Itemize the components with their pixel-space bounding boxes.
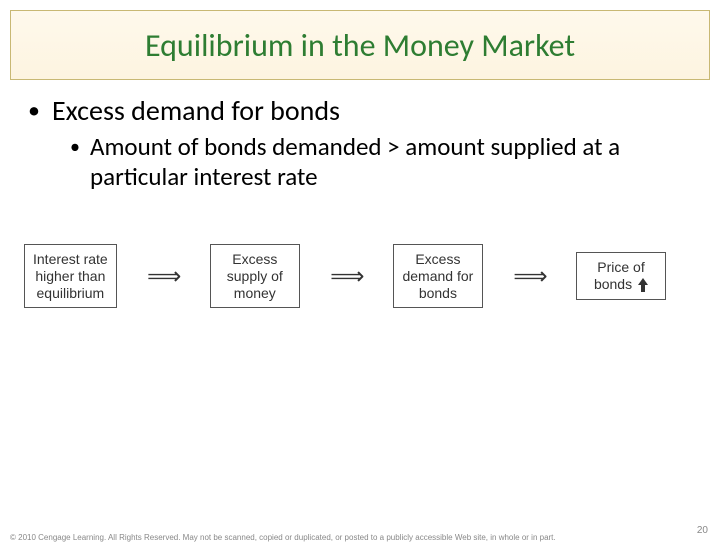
arrow-icon: ⟹	[326, 262, 366, 291]
bullet-dot-icon: •	[28, 94, 52, 128]
title-bar: Equilibrium in the Money Market	[10, 10, 710, 80]
bullet-dot-icon: •	[70, 132, 90, 162]
copyright-footer: © 2010 Cengage Learning. All Rights Rese…	[10, 533, 710, 542]
flow-box-3-line1: Excess	[415, 251, 460, 267]
bullet-level-2: • Amount of bonds demanded > amount supp…	[28, 132, 692, 192]
content-area: • Excess demand for bonds • Amount of bo…	[0, 80, 720, 192]
page-number: 20	[697, 525, 708, 536]
flow-box-4-line2: bonds	[594, 276, 632, 292]
flow-box-2-line2: supply of	[227, 268, 283, 284]
arrow-icon: ⟹	[509, 262, 549, 291]
up-arrow-icon	[638, 278, 648, 292]
flow-box-4: Price of bonds	[576, 252, 666, 300]
flow-diagram: Interest rate higher than equilibrium ⟹ …	[0, 192, 690, 308]
flow-box-2-line3: money	[234, 285, 276, 301]
flow-box-1-line1: Interest rate	[33, 251, 108, 267]
flow-box-4-line1: Price of	[597, 259, 644, 275]
flow-box-2: Excess supply of money	[210, 244, 300, 308]
flow-box-1-line3: equilibrium	[37, 285, 105, 301]
page-title: Equilibrium in the Money Market	[145, 26, 575, 65]
flow-box-3-line3: bonds	[419, 285, 457, 301]
flow-box-2-line1: Excess	[232, 251, 277, 267]
flow-box-3: Excess demand for bonds	[393, 244, 483, 308]
bullet-l2-text: Amount of bonds demanded > amount suppli…	[90, 132, 650, 192]
bullet-l1-text: Excess demand for bonds	[52, 94, 340, 128]
bullet-level-1: • Excess demand for bonds	[28, 94, 692, 128]
flow-box-1: Interest rate higher than equilibrium	[24, 244, 117, 308]
arrow-icon: ⟹	[143, 262, 183, 291]
flow-box-3-line2: demand for	[402, 268, 473, 284]
flow-box-1-line2: higher than	[35, 268, 105, 284]
